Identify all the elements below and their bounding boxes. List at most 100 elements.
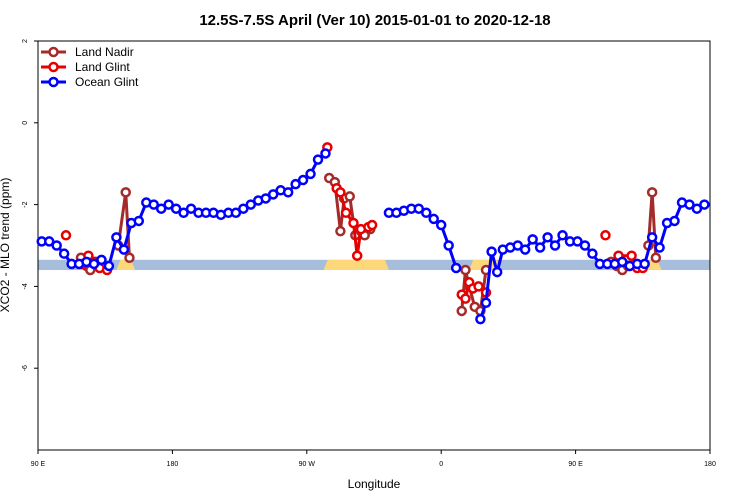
series-ocean-glint bbox=[36, 148, 710, 325]
data-point bbox=[450, 262, 462, 274]
data-point bbox=[646, 232, 658, 243]
data-point bbox=[88, 258, 100, 270]
data-point bbox=[335, 187, 346, 198]
data-point bbox=[118, 244, 130, 255]
data-point bbox=[51, 240, 62, 251]
data-point bbox=[366, 219, 378, 231]
data-point bbox=[178, 207, 189, 219]
data-point bbox=[691, 203, 703, 214]
data-point bbox=[480, 297, 492, 309]
series-line bbox=[388, 207, 458, 269]
data-point bbox=[245, 199, 257, 210]
legend-swatch-marker bbox=[48, 46, 59, 58]
x-axis-label: Longitude bbox=[348, 477, 401, 491]
data-point bbox=[587, 248, 598, 259]
data-point bbox=[626, 250, 637, 261]
x-tick-label: 90 E bbox=[31, 461, 46, 468]
y-tick-label: -6 bbox=[22, 365, 29, 371]
x-tick-label: 90 W bbox=[299, 461, 316, 468]
data-point bbox=[534, 242, 546, 253]
data-point bbox=[413, 203, 425, 214]
legend-item: Land Nadir bbox=[41, 45, 134, 59]
y-axis-label: XCO2 - MLO trend (ppm) bbox=[0, 178, 12, 313]
data-point bbox=[120, 187, 131, 198]
data-point bbox=[163, 199, 174, 210]
plot-area bbox=[36, 40, 711, 451]
data-point bbox=[650, 252, 662, 264]
data-point bbox=[96, 254, 107, 266]
legend-item: Land Glint bbox=[41, 60, 130, 74]
data-point bbox=[43, 236, 55, 247]
data-point bbox=[238, 203, 249, 214]
data-point bbox=[305, 168, 316, 180]
data-point bbox=[428, 213, 439, 225]
series-land-glint bbox=[60, 142, 649, 304]
x-tick-label: 180 bbox=[167, 461, 179, 468]
data-point bbox=[133, 215, 145, 227]
plot-frame bbox=[37, 40, 711, 451]
data-point bbox=[344, 191, 355, 202]
series-layer bbox=[36, 142, 710, 325]
data-point bbox=[267, 189, 279, 200]
data-point bbox=[486, 246, 497, 257]
y-tick-label: -2 bbox=[22, 201, 29, 207]
y-axis: 2 0 -2 -4 -6 bbox=[22, 39, 38, 371]
data-point bbox=[579, 240, 591, 251]
data-point bbox=[297, 174, 309, 186]
data-point bbox=[639, 258, 650, 270]
data-point bbox=[699, 199, 710, 210]
legend-label: Land Nadir bbox=[75, 45, 134, 59]
legend-item: Ocean Glint bbox=[41, 75, 139, 89]
data-point bbox=[684, 199, 695, 210]
data-point bbox=[491, 266, 503, 278]
data-point bbox=[600, 230, 611, 241]
x-tick-label: 0 bbox=[439, 461, 443, 468]
y-tick-label: -4 bbox=[22, 283, 29, 289]
data-point bbox=[230, 207, 242, 219]
data-point bbox=[312, 154, 324, 165]
data-point bbox=[572, 236, 583, 247]
data-point bbox=[646, 187, 658, 198]
data-point bbox=[443, 240, 454, 251]
data-point bbox=[148, 199, 159, 210]
data-point bbox=[155, 203, 167, 214]
legend-label: Ocean Glint bbox=[75, 75, 139, 89]
data-point bbox=[654, 242, 665, 253]
data-point bbox=[519, 244, 531, 255]
data-point bbox=[290, 178, 301, 190]
legend-swatch-marker bbox=[48, 61, 59, 73]
data-point bbox=[527, 234, 538, 245]
data-point bbox=[542, 232, 553, 243]
legend-swatch-marker bbox=[48, 76, 59, 88]
data-point bbox=[60, 230, 72, 241]
data-point bbox=[557, 230, 568, 241]
data-point bbox=[617, 256, 628, 268]
data-point bbox=[282, 187, 294, 198]
data-point bbox=[335, 225, 346, 237]
chart-title: 12.5S-7.5S April (Ver 10) 2015-01-01 to … bbox=[199, 12, 550, 29]
data-point bbox=[260, 193, 271, 204]
data-point bbox=[351, 250, 363, 261]
data-point bbox=[124, 252, 135, 264]
data-point bbox=[58, 248, 70, 259]
data-point bbox=[185, 203, 197, 214]
data-point bbox=[475, 313, 486, 325]
data-point bbox=[435, 219, 447, 231]
data-point bbox=[320, 148, 331, 159]
data-point bbox=[669, 215, 680, 227]
x-axis: 90 E 180 90 W 0 90 E 180 bbox=[31, 450, 716, 468]
land-band-segment bbox=[323, 259, 389, 271]
x-tick-label: 180 bbox=[704, 461, 716, 468]
data-point bbox=[456, 305, 467, 317]
data-point bbox=[460, 293, 471, 304]
data-point bbox=[549, 240, 561, 251]
legend-label: Land Glint bbox=[75, 60, 130, 74]
data-point bbox=[421, 207, 432, 219]
x-tick-label: 90 E bbox=[568, 461, 583, 468]
data-point bbox=[340, 207, 352, 219]
data-point bbox=[103, 260, 115, 272]
data-point bbox=[473, 281, 484, 292]
y-tick-label: 2 bbox=[22, 39, 29, 43]
